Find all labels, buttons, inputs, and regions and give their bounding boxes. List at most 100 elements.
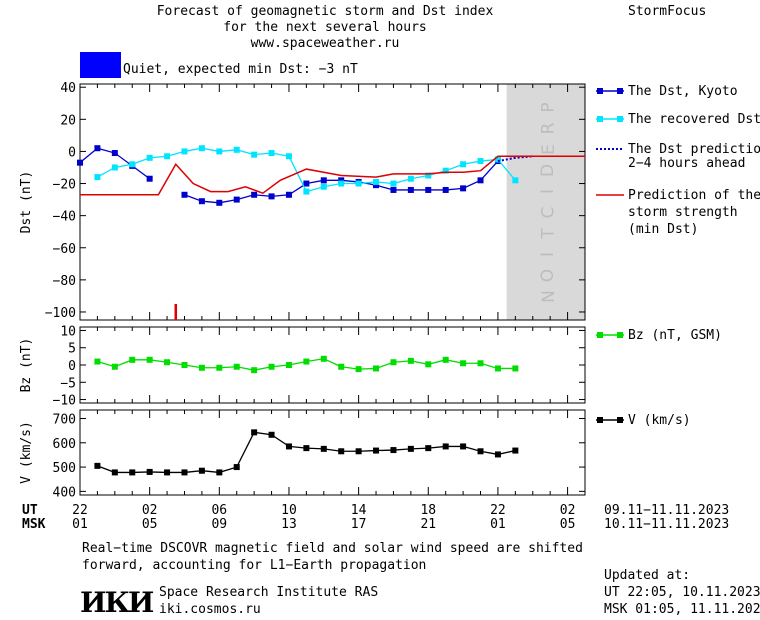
dst-kyoto-point bbox=[303, 180, 310, 187]
v-point bbox=[198, 467, 205, 474]
dst-recovered-point bbox=[198, 145, 205, 152]
dst-ytick-label: −20 bbox=[53, 178, 76, 193]
dst-kyoto-point bbox=[390, 186, 397, 193]
legend-storm-label-line1: Prediction of the bbox=[628, 188, 760, 203]
dst-kyoto-point bbox=[320, 177, 327, 184]
ut-tick-label: 02 bbox=[559, 503, 576, 518]
legend-dst-prediction-label-line2: 2−4 hours ahead bbox=[628, 156, 746, 171]
bz-point bbox=[512, 365, 519, 372]
footer-note-line2: forward, accounting for L1−Earth propaga… bbox=[82, 558, 427, 573]
dst-recovered-point bbox=[129, 161, 136, 168]
ut-tick-label: 10 bbox=[281, 503, 297, 518]
prediction-letter: D bbox=[538, 163, 559, 178]
dst-kyoto-point bbox=[251, 191, 258, 198]
v-ytick-label: 500 bbox=[53, 461, 76, 476]
v-point bbox=[477, 448, 484, 455]
v-point bbox=[216, 469, 223, 476]
dst-recovered-point bbox=[111, 164, 118, 171]
prediction-letter: I bbox=[538, 251, 559, 258]
dst-kyoto-point bbox=[216, 199, 223, 206]
dst-kyoto-point bbox=[425, 186, 432, 193]
v-point bbox=[338, 448, 345, 455]
legend-bz-label: Bz (nT, GSM) bbox=[628, 328, 722, 343]
v-ytick-label: 700 bbox=[53, 413, 76, 428]
legend-storm-label-line3: (min Dst) bbox=[628, 222, 699, 237]
v-point bbox=[146, 468, 153, 475]
v-point bbox=[129, 469, 136, 476]
institute-name: Space Research Institute RAS bbox=[159, 585, 379, 600]
bz-point bbox=[355, 366, 362, 373]
chart-title-line2: for the next several hours bbox=[223, 20, 427, 35]
dst-kyoto-point bbox=[181, 191, 188, 198]
v-point bbox=[494, 451, 501, 458]
legend-dst-kyoto-label: The Dst, Kyoto bbox=[628, 84, 738, 99]
ut-tick-label: 06 bbox=[211, 503, 228, 518]
v-point bbox=[373, 447, 380, 454]
prediction-letter: I bbox=[538, 188, 559, 195]
dst-recovered-point bbox=[94, 174, 101, 181]
bz-point bbox=[425, 361, 432, 368]
bz-point bbox=[320, 355, 327, 362]
site-url[interactable]: www.spaceweather.ru bbox=[250, 36, 400, 51]
dst-recovered-point bbox=[477, 158, 484, 165]
dst-kyoto-point bbox=[338, 177, 345, 184]
updated-ut: UT 22:05, 10.11.2023 bbox=[604, 585, 760, 600]
dst-recovered-point bbox=[494, 156, 501, 163]
bz-frame bbox=[79, 326, 586, 404]
footer-note-line1: Real−time DSCOVR magnetic field and sola… bbox=[82, 541, 583, 556]
dst-kyoto-point bbox=[94, 145, 101, 152]
v-point bbox=[94, 462, 101, 469]
dst-recovered-point bbox=[216, 148, 223, 155]
v-point bbox=[233, 464, 240, 471]
prediction-letter: P bbox=[538, 102, 559, 113]
legend bbox=[596, 88, 624, 423]
dst-recovered-point bbox=[164, 153, 171, 160]
status-text: Quiet, expected min Dst: −3 nT bbox=[123, 62, 358, 77]
bz-ylabel: Bz (nT) bbox=[19, 338, 34, 393]
bz-point bbox=[338, 363, 345, 370]
v-point bbox=[407, 445, 414, 452]
dst-recovered-point bbox=[512, 177, 519, 184]
dst-recovered-point bbox=[373, 178, 380, 185]
dst-recovered-point bbox=[425, 172, 432, 179]
dst-kyoto-point bbox=[77, 159, 83, 166]
dst-ytick-label: 20 bbox=[60, 113, 76, 128]
updated-label: Updated at: bbox=[604, 568, 691, 583]
v-point bbox=[512, 447, 519, 454]
legend-bz-swatch-mark bbox=[597, 332, 603, 338]
ut-tick-label: 14 bbox=[350, 503, 367, 518]
bz-point bbox=[442, 356, 449, 363]
msk-tick-label: 09 bbox=[211, 517, 228, 532]
institute-site[interactable]: iki.cosmos.ru bbox=[159, 602, 261, 617]
iki-logo: ИКИ bbox=[80, 586, 154, 619]
dst-recovered-point bbox=[390, 180, 397, 187]
bz-point bbox=[164, 359, 171, 366]
ut-label: UT bbox=[22, 503, 38, 518]
msk-tick-label: 17 bbox=[350, 517, 367, 532]
brand-name: StormFocus bbox=[628, 4, 707, 19]
bz-point bbox=[146, 356, 153, 363]
v-point bbox=[442, 443, 449, 450]
v-ylabel: V (km/s) bbox=[19, 421, 34, 484]
dst-panel: 40 20 0 −20 −40 −60 −80 −100 Dst (nT) bbox=[19, 81, 586, 321]
v-point bbox=[268, 431, 275, 438]
dst-recovered-point bbox=[355, 180, 362, 187]
dst-recovered-point bbox=[407, 175, 414, 182]
ut-tick-label: 22 bbox=[72, 503, 88, 518]
bz-point bbox=[251, 367, 258, 374]
dst-kyoto-point bbox=[460, 185, 467, 192]
dst-recovered-point bbox=[338, 180, 345, 187]
prediction-letter: E bbox=[538, 144, 559, 155]
msk-tick-label: 05 bbox=[559, 517, 576, 532]
updated-msk: MSK 01:05, 11.11.2023 bbox=[604, 602, 760, 617]
dst-recovered-point bbox=[251, 151, 258, 158]
dst-ytick-label: −80 bbox=[53, 274, 76, 289]
dst-recovered-point bbox=[442, 167, 449, 174]
v-frame bbox=[79, 409, 586, 496]
dst-recovered-point bbox=[181, 148, 188, 155]
dst-kyoto-point bbox=[111, 150, 118, 157]
ut-tick-label: 18 bbox=[420, 503, 437, 518]
dst-recovered-point bbox=[268, 150, 275, 157]
legend-bz-swatch-mark bbox=[617, 332, 623, 338]
